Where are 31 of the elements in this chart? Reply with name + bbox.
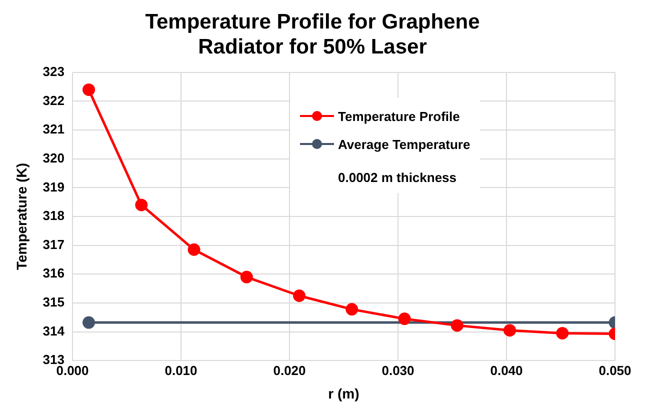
y-tick-label: 315 [42, 294, 64, 310]
y-tick-label: 322 [42, 92, 64, 108]
y-tick-label: 323 [42, 64, 64, 79]
legend-label: Average Temperature [338, 136, 470, 152]
x-tick-label: 0.040 [490, 362, 523, 378]
point [504, 324, 516, 337]
y-tick-label: 317 [42, 236, 64, 252]
point [188, 243, 200, 256]
y-tick-label: 318 [42, 208, 64, 224]
point [556, 326, 569, 340]
x-axis-title: r (m) [328, 385, 360, 402]
point [82, 83, 96, 96]
y-tick-label: 319 [42, 179, 64, 194]
y-tick-label: 314 [42, 323, 66, 338]
chart-title: Temperature Profile for Graphene Radiator for 50% Laser [145, 10, 480, 59]
x-tick-label: 0.020 [273, 362, 306, 378]
y-axis-title: Temperature (K) [13, 162, 30, 270]
x-tick-label: 0.030 [382, 362, 414, 378]
point [346, 303, 358, 316]
point [450, 319, 464, 332]
y-tick-label: 321 [42, 122, 64, 137]
annotation: 0.0002 m thickness [337, 169, 458, 187]
legend-label: Temperature Profile [338, 108, 460, 124]
point [135, 198, 148, 212]
x-tick-label: 0.010 [164, 362, 198, 378]
y-tick-label: 320 [42, 150, 64, 166]
point [398, 312, 411, 326]
y-tick-label: 316 [42, 266, 64, 281]
x-tick-label: 0.050 [598, 362, 632, 378]
point [293, 290, 306, 302]
point [240, 270, 253, 284]
